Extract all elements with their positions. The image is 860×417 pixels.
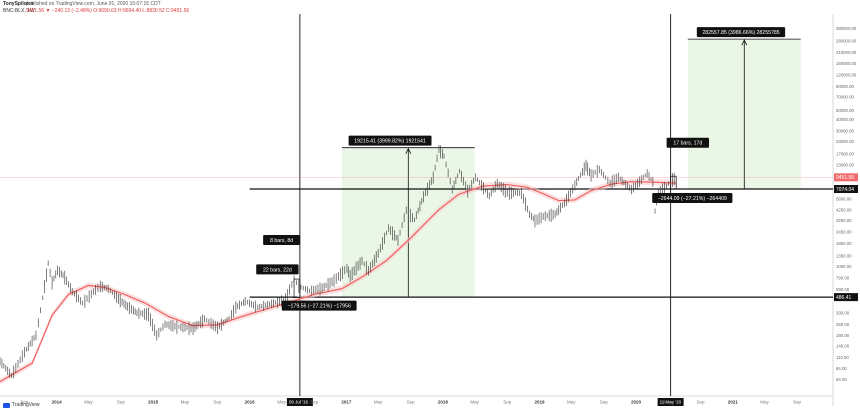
x-tick-label: May [374,400,383,405]
date-marker-label: 11 May '20 [660,400,682,405]
level-price-label: 486.41 [836,295,852,301]
measurement-label: 19215.41 (3999.82%) 1921541 [354,139,426,145]
y-tick-label: 790.00 [836,275,850,280]
measurement-label: −179.56 (−27.21%) −17956 [288,304,351,310]
y-tick-label: 1050.00 [836,264,852,269]
measurement-label-box [348,135,432,146]
y-tick-label: 250.00 [836,322,850,327]
x-tick-label: Sep [407,400,416,405]
y-tick-label: 2450.00 [836,230,852,235]
x-tick-label: Sep [213,400,222,405]
x-tick-label: May [567,400,576,405]
x-tick-label: Sep [600,400,609,405]
x-tick-label: 2019 [534,400,545,405]
x-tick-label: May [664,400,673,405]
x-tick-label: Sep [503,400,512,405]
y-tick-label: 1350.00 [836,254,852,259]
ohlc-values: 9451.56 ▼ −240.13 (−2.48%) O:9690.63 H:9… [26,8,190,14]
y-tick-label: 160000.00 [836,61,857,66]
x-tick-label: 2020 [631,400,642,405]
date-marker-tag [286,398,313,406]
y-tick-label: 17000.00 [836,151,855,156]
y-tick-label: 13000.00 [836,162,855,167]
y-tick-label: 190.00 [836,333,850,338]
measurement-label: 17 bars, 17d [673,141,702,147]
y-tick-label: 380000.00 [836,26,857,31]
measurement-label: 8 bars, 8d [270,238,293,244]
y-tick-label: 590.00 [836,287,850,292]
measurement-label-box [696,27,786,38]
date-marker-tag [657,398,684,406]
author-name[interactable]: TonySpilotro [3,1,34,7]
range-bracket [293,278,301,298]
y-tick-label: 330.00 [836,311,850,316]
measurement-label-box [666,137,710,148]
tradingview-icon [3,402,10,408]
y-tick-label: 84.00 [836,366,847,371]
logo-text: TradingView [12,402,40,408]
y-tick-label: 146.00 [836,343,850,348]
x-tick-label: May [181,400,190,405]
y-tick-label: 30000.00 [836,128,855,133]
x-tick-label: May [277,400,286,405]
x-tick-label: 2015 [148,400,159,405]
level-price-label: 7074.34 [836,187,854,193]
level-price-tag [834,293,858,302]
projection-arrowhead [405,147,412,154]
x-tick-label: Sep [117,400,126,405]
y-tick-label: 1850.00 [836,241,852,246]
x-tick-label: Sep [793,400,802,405]
x-tick-label: Sep [310,400,319,405]
measurement-label: 22 bars, 22d [263,267,292,273]
y-tick-label: 3250.00 [836,218,852,223]
date-marker-label: 09 Jul '16 [289,400,309,405]
level-price-tag [834,185,858,194]
projection-arrowhead [741,39,748,46]
y-tick-label: 280000.00 [836,38,857,43]
y-tick-label: 110.00 [836,355,849,360]
x-tick-label: May [470,400,479,405]
x-tick-label: 2018 [438,400,449,405]
y-tick-label: 23000.00 [836,139,855,144]
y-tick-label: 4250.00 [836,207,852,212]
published-info: published on TradingView.com, June 01, 2… [26,1,161,7]
range-bracket [670,175,677,190]
measurement-label-box [263,235,301,246]
x-tick-label: 2014 [52,400,63,405]
y-tick-label: 120000.00 [836,73,857,78]
x-tick-label: May [84,400,93,405]
y-tick-label: 7000.00 [836,187,852,192]
tradingview-logo[interactable]: TradingView [3,402,40,408]
x-tick-label: Sep [697,400,706,405]
measurement-label: −2644.09 (−27.21%) −264409 [658,196,727,202]
last-price-label: 9451.56 [836,175,854,181]
measurement-label-box [256,264,299,275]
measurement-label: 282557.85 (3986.66%) 28255785 [702,30,779,36]
y-tick-label: 70000.00 [836,94,855,99]
x-tick-label: 2017 [341,400,352,405]
moving-average-line [0,181,676,383]
x-tick-label: May [760,400,769,405]
x-tick-label: 2016 [245,400,256,405]
symbol-label: BNC:BLX, 1W [3,8,35,14]
y-tick-label: 40000.00 [836,117,855,122]
last-price-tag [834,173,858,182]
measurement-label-box [281,300,357,311]
y-tick-label: 5600.00 [836,196,852,201]
y-tick-label: 50000.00 [836,108,855,113]
y-tick-label: 64.00 [836,377,847,382]
measurement-label-box [652,193,733,204]
x-tick-label: 2021 [728,400,739,405]
y-tick-label: 90000.00 [836,84,855,89]
x-tick-label: Sep [20,400,29,405]
y-tick-label: 210000.00 [836,50,857,55]
